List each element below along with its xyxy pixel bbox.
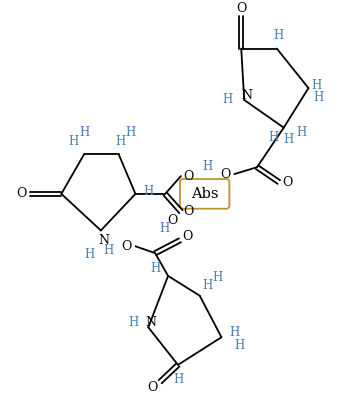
Text: H: H xyxy=(68,135,78,148)
Text: H: H xyxy=(143,185,153,198)
Text: H: H xyxy=(274,29,284,42)
Text: H: H xyxy=(115,135,126,148)
Text: H: H xyxy=(269,131,279,144)
Text: H: H xyxy=(222,94,232,107)
Text: H: H xyxy=(229,326,239,339)
Text: N: N xyxy=(242,88,253,102)
Text: H: H xyxy=(173,373,183,386)
Text: N: N xyxy=(146,316,157,329)
Text: H: H xyxy=(79,126,89,139)
Text: O: O xyxy=(183,230,193,243)
Text: O: O xyxy=(184,205,194,218)
Text: O: O xyxy=(121,240,132,253)
Text: H: H xyxy=(234,339,244,352)
Text: H: H xyxy=(203,160,213,173)
FancyBboxPatch shape xyxy=(180,179,229,209)
Text: O: O xyxy=(167,214,177,227)
Text: H: H xyxy=(159,222,169,235)
Text: H: H xyxy=(128,316,139,329)
Text: Abs: Abs xyxy=(191,187,218,201)
Text: H: H xyxy=(212,271,223,284)
Text: O: O xyxy=(236,2,246,15)
Text: N: N xyxy=(98,234,109,247)
Text: O: O xyxy=(147,381,158,394)
Text: H: H xyxy=(313,92,324,105)
Text: H: H xyxy=(104,244,114,257)
Text: H: H xyxy=(84,248,94,261)
Text: O: O xyxy=(283,175,293,188)
Text: H: H xyxy=(150,261,160,275)
Text: H: H xyxy=(203,279,213,292)
Text: O: O xyxy=(220,167,231,181)
Text: H: H xyxy=(296,126,307,139)
Text: H: H xyxy=(125,126,135,139)
Text: O: O xyxy=(184,169,194,182)
Text: H: H xyxy=(284,133,294,146)
Text: O: O xyxy=(16,187,27,200)
Text: H: H xyxy=(311,79,322,92)
